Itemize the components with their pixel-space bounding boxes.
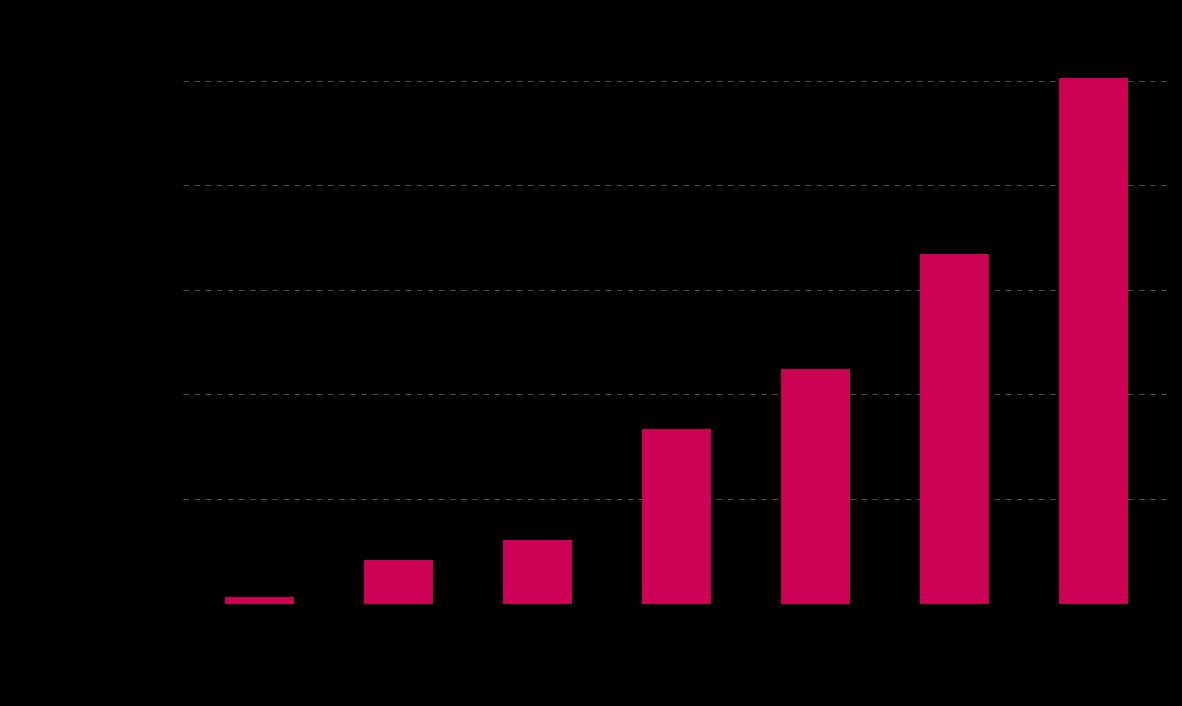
Bar	[642, 429, 712, 604]
Bar	[1059, 78, 1129, 604]
Bar	[502, 540, 572, 604]
Bar	[364, 561, 434, 604]
Bar	[781, 369, 851, 604]
Bar	[920, 254, 989, 604]
Bar	[225, 597, 294, 604]
